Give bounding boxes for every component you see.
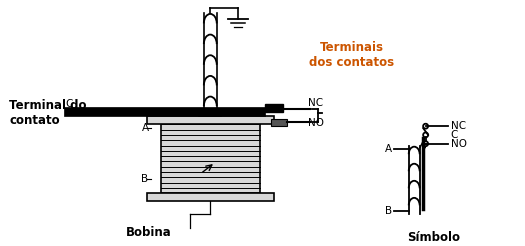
Text: A: A — [385, 144, 392, 154]
Text: C: C — [450, 130, 458, 140]
Text: NC: NC — [308, 98, 323, 108]
Bar — [146, 116, 274, 124]
Text: Bobina: Bobina — [125, 226, 172, 239]
Bar — [146, 193, 274, 201]
Text: Terminais
dos contatos: Terminais dos contatos — [309, 41, 394, 69]
Text: NC: NC — [450, 121, 466, 131]
Text: B: B — [385, 206, 392, 216]
Text: B: B — [141, 174, 149, 184]
Bar — [271, 119, 287, 126]
Text: NO: NO — [450, 139, 467, 149]
Text: A: A — [141, 123, 149, 133]
Text: Símbolo: Símbolo — [407, 231, 460, 244]
Text: C: C — [65, 99, 73, 109]
Text: Terminal do
contato: Terminal do contato — [9, 99, 87, 127]
Text: NO: NO — [308, 118, 324, 128]
Bar — [161, 124, 260, 193]
Bar — [64, 107, 265, 116]
Bar — [265, 104, 283, 111]
Bar — [200, 109, 221, 116]
